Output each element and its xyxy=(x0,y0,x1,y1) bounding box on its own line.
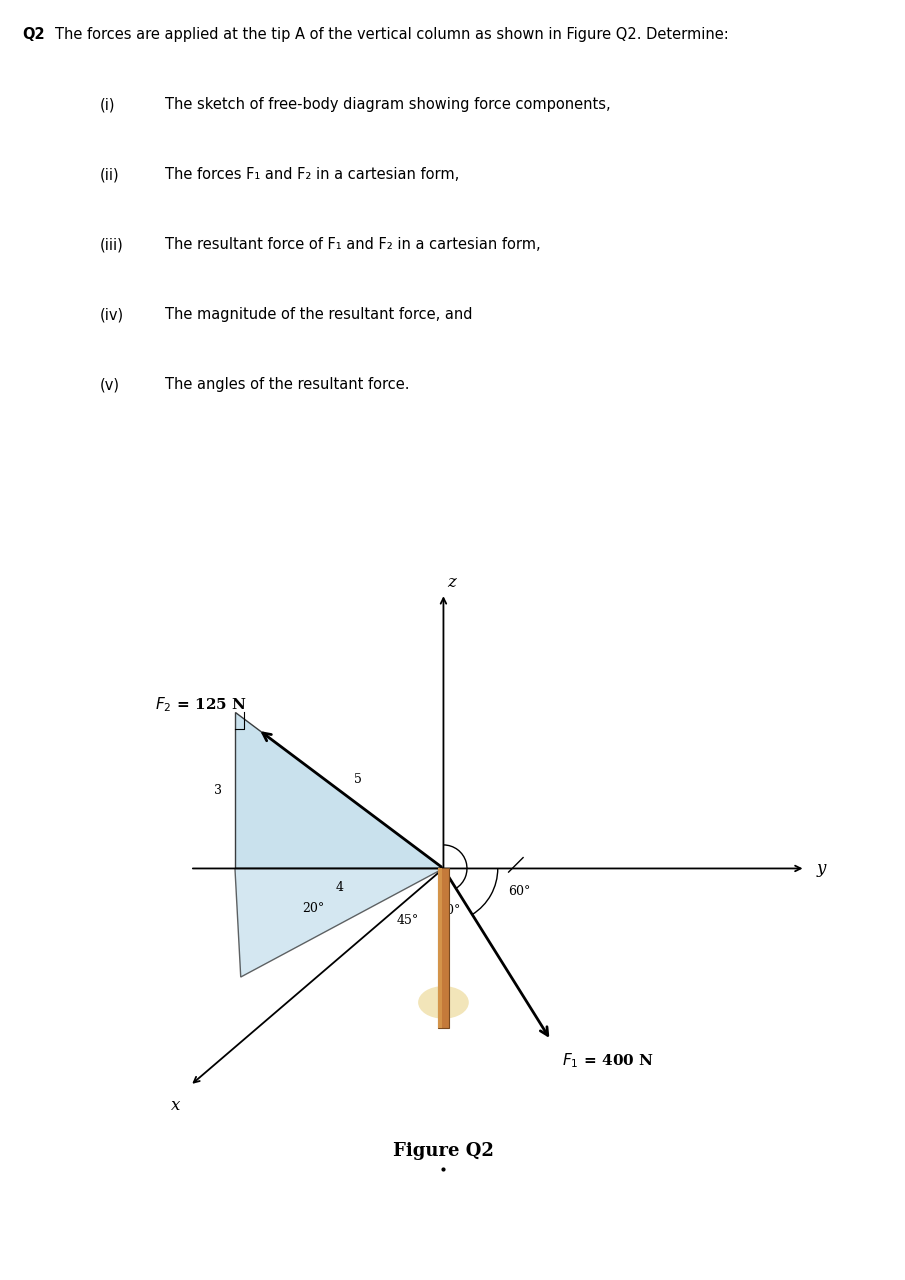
Text: (ii): (ii) xyxy=(100,168,119,182)
Text: 5: 5 xyxy=(354,773,362,786)
Text: The sketch of free-body diagram showing force components,: The sketch of free-body diagram showing … xyxy=(165,97,611,113)
Text: 60°: 60° xyxy=(438,904,461,916)
Text: The forces F₁ and F₂ in a cartesian form,: The forces F₁ and F₂ in a cartesian form… xyxy=(165,168,459,182)
Text: $F_1$ = 400 N: $F_1$ = 400 N xyxy=(562,1051,653,1070)
Text: (i): (i) xyxy=(100,97,116,113)
Text: The angles of the resultant force.: The angles of the resultant force. xyxy=(165,378,409,393)
Text: The forces are applied at the tip A of the vertical column as shown in Figure Q2: The forces are applied at the tip A of t… xyxy=(55,27,729,42)
Text: The resultant force of F₁ and F₂ in a cartesian form,: The resultant force of F₁ and F₂ in a ca… xyxy=(165,237,540,252)
Text: z: z xyxy=(447,573,456,591)
Polygon shape xyxy=(235,868,443,977)
Text: (v): (v) xyxy=(100,378,120,393)
Text: (iv): (iv) xyxy=(100,307,124,323)
Text: $F_2$ = 125 N: $F_2$ = 125 N xyxy=(156,695,247,713)
Text: y: y xyxy=(816,860,825,877)
Bar xyxy=(438,868,449,1028)
Ellipse shape xyxy=(418,986,469,1019)
Text: The magnitude of the resultant force, and: The magnitude of the resultant force, an… xyxy=(165,307,472,323)
Polygon shape xyxy=(235,712,443,868)
Text: 20°: 20° xyxy=(302,902,324,915)
Text: 60°: 60° xyxy=(509,886,531,899)
Text: 3: 3 xyxy=(214,783,222,796)
Text: (iii): (iii) xyxy=(100,237,124,252)
Text: Q2: Q2 xyxy=(22,27,44,42)
Text: 4: 4 xyxy=(335,882,343,895)
Text: x: x xyxy=(171,1097,180,1114)
Bar xyxy=(438,868,442,1028)
Text: Figure Q2: Figure Q2 xyxy=(393,1142,494,1160)
Text: 45°: 45° xyxy=(396,914,418,927)
